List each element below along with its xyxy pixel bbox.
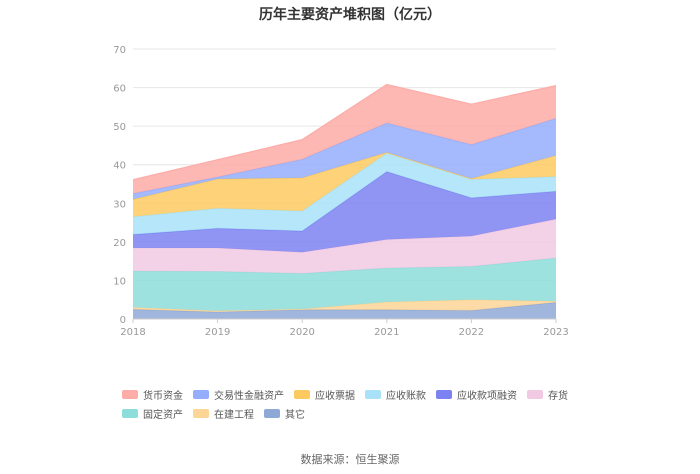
legend-item[interactable]: 固定资产: [122, 407, 183, 421]
area-series-layer: [132, 83, 557, 319]
y-tick-label: 70: [113, 45, 126, 56]
legend-item[interactable]: 在建工程: [193, 407, 254, 421]
area-series: [133, 258, 556, 311]
y-tick-label: 20: [113, 238, 126, 249]
legend-item[interactable]: 应收票据: [294, 388, 355, 402]
stacked-area-chart: 0 10 20 30 40 50 60 70 2018 2019 2020 2021 2022 2023: [113, 45, 568, 338]
y-tick-label: 10: [113, 276, 126, 287]
area-series: [133, 118, 556, 200]
legend-item[interactable]: 应收款项融资: [436, 388, 517, 402]
area-series-edge: [132, 83, 557, 181]
legend-label: 存货: [548, 390, 568, 402]
legend-swatch: [264, 408, 280, 418]
y-tick-label: 50: [113, 122, 126, 133]
legend-item[interactable]: 货币资金: [122, 388, 183, 402]
legend: 货币资金 交易性金融资产 应收票据 应收账款 应收款项融资 存货固定资产 在建工程 其它: [122, 388, 592, 421]
legend-label: 交易性金融资产: [214, 390, 284, 402]
area-series: [133, 84, 556, 194]
area-series: [133, 152, 556, 217]
legend-swatch: [122, 389, 138, 399]
y-tick-label: 60: [113, 84, 126, 95]
legend-item[interactable]: 应收账款: [365, 388, 426, 402]
y-tick-label: 30: [113, 199, 126, 210]
legend-swatch: [527, 389, 543, 399]
legend-label: 应收票据: [315, 390, 355, 402]
legend-label: 固定资产: [143, 409, 183, 421]
x-tick-label: 2019: [205, 327, 230, 338]
legend-item[interactable]: 存货: [527, 388, 568, 402]
x-tick-label: 2023: [543, 327, 568, 338]
x-tick-label: 2018: [120, 327, 145, 338]
legend-label: 其它: [285, 409, 305, 421]
area-series: [133, 302, 556, 319]
legend-swatch: [365, 389, 381, 399]
legend-swatch: [122, 408, 138, 418]
legend-label: 在建工程: [214, 409, 254, 421]
area-series: [133, 153, 556, 235]
legend-swatch: [294, 389, 310, 399]
x-tick-label: 2022: [459, 327, 484, 338]
chart-title: 历年主要资产堆积图（亿元）: [259, 7, 441, 23]
source-note: 数据来源：恒生聚源: [300, 453, 400, 466]
legend-swatch: [436, 389, 452, 399]
legend-swatch: [193, 408, 209, 418]
legend-label: 货币资金: [143, 390, 183, 402]
legend-item[interactable]: 交易性金融资产: [193, 388, 284, 402]
y-tick-label: 0: [120, 315, 126, 326]
legend-label: 应收款项融资: [457, 390, 517, 402]
legend-swatch: [193, 389, 209, 399]
legend-item[interactable]: 其它: [264, 407, 305, 421]
x-tick-label: 2020: [289, 327, 314, 338]
y-tick-label: 40: [113, 161, 126, 172]
legend-label: 应收账款: [386, 390, 426, 402]
x-tick-label: 2021: [374, 327, 399, 338]
axes: 0 10 20 30 40 50 60 70 2018 2019 2020 2021 2022 2023: [113, 45, 568, 338]
